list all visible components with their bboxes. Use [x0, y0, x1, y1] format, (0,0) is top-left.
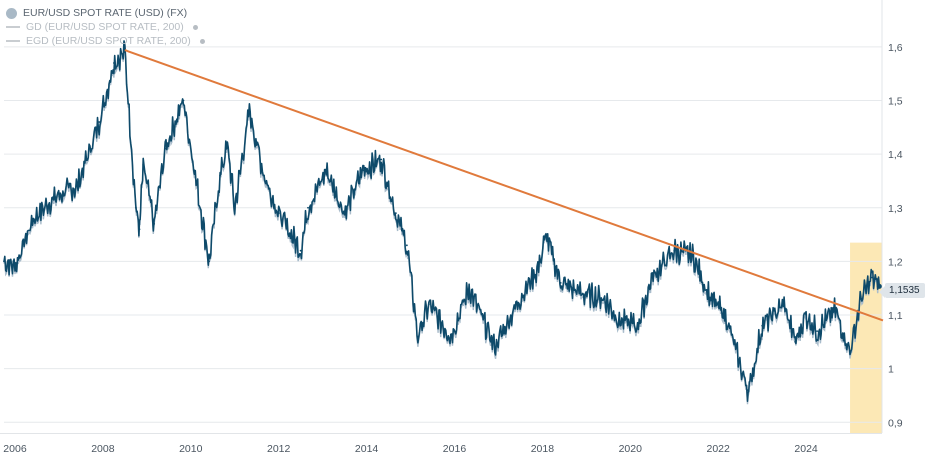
price-data-point: [618, 319, 621, 322]
legend-line-icon: [6, 40, 20, 42]
price-data-point: [750, 378, 753, 381]
price-data-point: [164, 147, 167, 150]
x-tick-label: 2010: [179, 443, 203, 455]
price-data-point: [343, 212, 346, 215]
legend-item-main[interactable]: EUR/USD SPOT RATE (USD) (FX): [6, 6, 205, 20]
x-tick-label: 2012: [267, 443, 291, 455]
x-tick-label: 2024: [794, 443, 818, 455]
price-data-point: [380, 158, 383, 161]
price-data-point: [761, 324, 764, 327]
price-data-point: [559, 281, 562, 284]
y-tick-label: 1,1: [888, 310, 903, 322]
price-data-point: [651, 276, 654, 279]
price-data-point: [794, 340, 796, 343]
price-data-point: [226, 142, 229, 145]
legend-dot-icon: [6, 7, 17, 19]
price-data-point: [746, 389, 749, 391]
price-data-point: [299, 249, 302, 252]
x-tick-label: 2014: [355, 443, 379, 455]
price-data-point: [153, 222, 156, 225]
price-data-point: [405, 244, 408, 247]
price-data-point: [14, 265, 16, 268]
y-tick-label: 1: [888, 364, 894, 376]
price-data-point: [468, 287, 471, 290]
price-data-point: [138, 228, 141, 231]
price-data-point: [248, 110, 251, 113]
price-data-point: [219, 174, 221, 177]
legend-status-dot-icon: [192, 24, 198, 30]
y-tick-label: 1,5: [888, 96, 903, 108]
x-tick-label: 2016: [443, 443, 467, 455]
x-tick-label: 2022: [707, 443, 731, 455]
price-data-point: [493, 346, 496, 349]
price-data-point: [416, 335, 419, 338]
price-data-point: [32, 217, 35, 220]
price-data-point: [134, 206, 137, 209]
y-tick-label: 1,6: [888, 42, 903, 54]
legend-line-icon: [6, 26, 20, 28]
legend-label-gd: GD (EUR/USD SPOT RATE, 200): [26, 21, 184, 33]
price-data-point: [325, 169, 328, 172]
price-data-point: [515, 303, 518, 306]
price-data-point: [603, 298, 606, 300]
y-tick-label: 0,9: [888, 417, 903, 429]
chart-legend: EUR/USD SPOT RATE (USD) (FX) GD (EUR/USD…: [6, 6, 205, 48]
price-data-point: [182, 99, 185, 102]
x-tick-label: 2006: [3, 443, 27, 455]
price-data-point: [545, 233, 547, 236]
price-data-point: [709, 298, 712, 300]
price-data-point: [805, 314, 807, 316]
price-data-point: [142, 163, 145, 166]
price-data-point: [871, 276, 873, 279]
x-tick-label: 2018: [531, 443, 555, 455]
price-data-point: [233, 206, 236, 209]
price-data-point: [724, 314, 727, 316]
price-data-point: [834, 308, 837, 311]
price-data-point: [123, 51, 126, 54]
price-data-point: [263, 174, 265, 177]
price-data-point: [193, 169, 196, 172]
price-data-point: [636, 324, 639, 327]
price-data-point: [449, 335, 452, 338]
price-data-point: [860, 298, 862, 300]
y-tick-label: 1,3: [888, 203, 903, 215]
price-data-point: [54, 196, 57, 198]
price-data-point: [691, 255, 694, 257]
price-data-point: [112, 62, 115, 64]
legend-item-gd[interactable]: GD (EUR/USD SPOT RATE, 200): [6, 20, 205, 34]
price-data-point: [427, 303, 430, 306]
moving-average-line: [3, 44, 880, 405]
legend-label-main: EUR/USD SPOT RATE (USD) (FX): [23, 7, 188, 19]
price-data-point: [362, 169, 364, 172]
price-data-point: [394, 212, 397, 215]
legend-item-egd[interactable]: EGD (EUR/USD SPOT RATE, 200): [6, 34, 205, 48]
price-data-point: [537, 265, 540, 268]
x-tick-label: 2020: [619, 443, 643, 455]
x-tick-label: 2008: [91, 443, 115, 455]
price-data-point: [98, 121, 101, 123]
price-data-point: [816, 330, 818, 333]
current-price-label: 1,1535: [879, 283, 925, 298]
price-data-point: [208, 260, 211, 263]
price-data-point: [307, 206, 309, 209]
trend-line: [124, 49, 884, 322]
price-data-point: [581, 292, 584, 295]
price-data-point: [76, 185, 79, 188]
price-series-line: [3, 40, 881, 402]
price-data-point: [849, 351, 851, 354]
price-data-point: [3, 260, 5, 263]
y-tick-label: 1,2: [888, 256, 903, 268]
legend-status-dot-icon: [199, 38, 205, 44]
y-tick-label: 1,4: [888, 149, 903, 161]
price-data-point: [277, 212, 280, 215]
price-data-point: [673, 249, 676, 252]
legend-label-egd: EGD (EUR/USD SPOT RATE, 200): [26, 35, 191, 47]
price-data-point: [783, 303, 786, 306]
